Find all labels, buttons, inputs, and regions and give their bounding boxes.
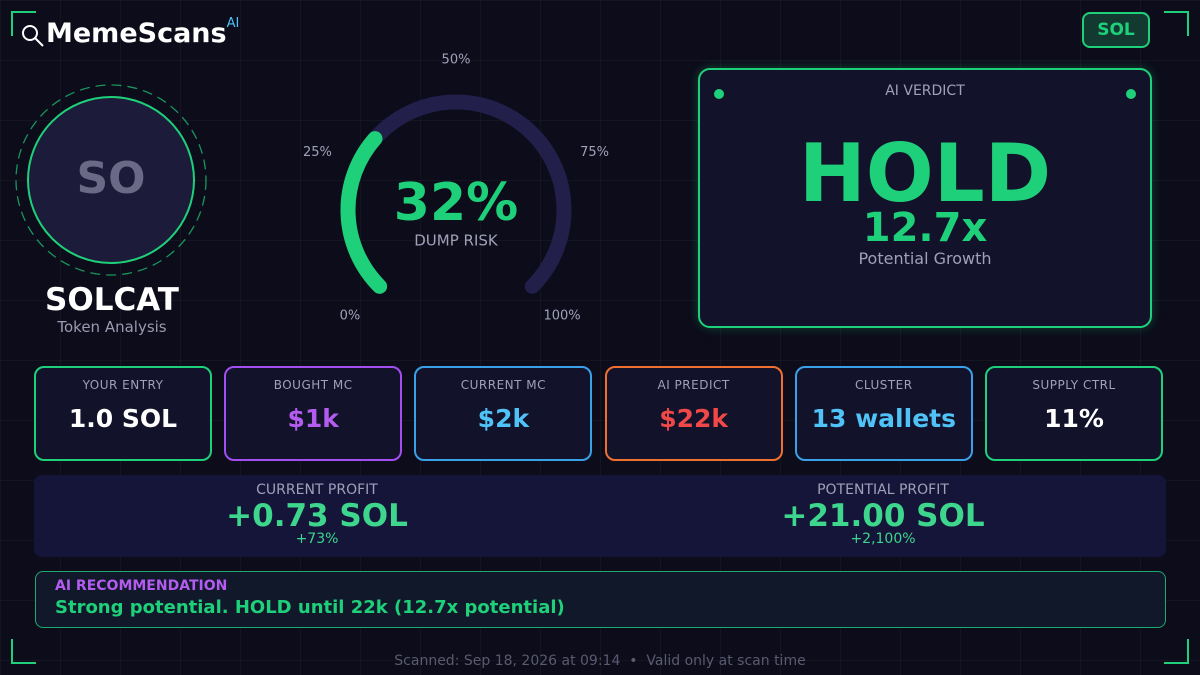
gauge-tick-label: 100% — [543, 309, 580, 324]
stat-card: CURRENT MC $2k — [414, 366, 593, 461]
profit-label: CURRENT PROFIT — [256, 482, 378, 498]
gauge-tick-label: 25% — [303, 145, 332, 160]
token-subtitle: Token Analysis — [57, 318, 167, 336]
brand: MemeScansAI — [46, 16, 240, 49]
stat-label: CURRENT MC — [460, 378, 547, 392]
stat-value: $1k — [287, 404, 339, 433]
corner — [1164, 639, 1189, 664]
stat-label: SUPPLY CTRL — [1032, 378, 1116, 392]
profit-value: +0.73 SOL — [226, 498, 408, 534]
stat-value: 13 wallets — [811, 404, 956, 433]
stat-card: AI PREDICT $22k — [604, 366, 783, 461]
token-name: SOLCAT — [45, 282, 179, 318]
verdict-title: AI VERDICT — [885, 83, 965, 99]
stat-value: 11% — [1044, 404, 1104, 433]
verdict-panel: AI VERDICT HOLD 12.7x Potential Growth — [698, 68, 1152, 328]
profit-label: POTENTIAL PROFIT — [817, 482, 949, 498]
verdict-caption: Potential Growth — [858, 249, 992, 268]
stat-label: YOUR ENTRY — [82, 378, 164, 392]
avatar-text: SO — [76, 153, 145, 204]
profit-current: CURRENT PROFIT +0.73 SOL +73% — [34, 475, 600, 557]
profit-panel: CURRENT PROFIT +0.73 SOL +73% POTENTIAL … — [34, 475, 1166, 557]
dot — [1126, 89, 1136, 99]
gauge-tick-label: 50% — [442, 53, 471, 68]
profit-percent: +2,100% — [850, 531, 916, 547]
verdict-decision: HOLD — [798, 127, 1052, 220]
stat-card: BOUGHT MC $1k — [224, 366, 403, 461]
stat-value: $2k — [477, 404, 530, 433]
stat-card: CLUSTER 13 wallets — [794, 366, 973, 461]
stat-card: YOUR ENTRY 1.0 SOL — [34, 366, 212, 461]
gauge-tick-label: 0% — [340, 309, 361, 324]
stat-value: $22k — [659, 404, 728, 433]
avatar-ring — [15, 84, 207, 276]
gauge-caption: DUMP RISK — [414, 232, 499, 250]
profit-potential: POTENTIAL PROFIT +21.00 SOL +2,100% — [600, 475, 1166, 557]
avatar — [27, 96, 195, 264]
stat-card: SUPPLY CTRL 11% — [985, 366, 1163, 461]
chain-badge: SOL — [1082, 12, 1150, 48]
stat-value: 1.0 SOL — [68, 404, 178, 433]
corner — [1164, 11, 1189, 36]
brand-name: MemeScans — [46, 18, 227, 49]
stat-label: AI PREDICT — [657, 378, 730, 392]
stat-label: BOUGHT MC — [273, 378, 353, 392]
lens — [22, 25, 38, 41]
corner — [11, 639, 36, 664]
gauge: 0% 25% 50% 75% 100% 32%DUMP RISK — [303, 53, 609, 324]
profit-percent: +73% — [295, 531, 339, 547]
profit-value: +21.00 SOL — [781, 498, 985, 534]
recommendation: AI RECOMMENDATION Strong potential. HOLD… — [35, 571, 1166, 628]
recommendation-text: Strong potential. HOLD until 22k (12.7x … — [55, 597, 565, 618]
verdict-multiplier: 12.7x — [862, 205, 988, 251]
handle — [34, 37, 44, 47]
stat-label: CLUSTER — [854, 378, 913, 392]
gauge-tick-label: 75% — [580, 145, 609, 160]
corner — [11, 11, 36, 36]
footer: Scanned: Sep 18, 2026 at 09:14 • Valid o… — [394, 653, 806, 669]
corner-brackets — [11, 11, 1189, 664]
recommendation-title: AI RECOMMENDATION — [55, 578, 228, 594]
dot — [714, 89, 724, 99]
search-icon — [22, 25, 44, 47]
gauge-value-label: 32% — [394, 173, 518, 233]
brand-sup: AI — [226, 16, 240, 31]
gauge-value — [340, 131, 388, 294]
